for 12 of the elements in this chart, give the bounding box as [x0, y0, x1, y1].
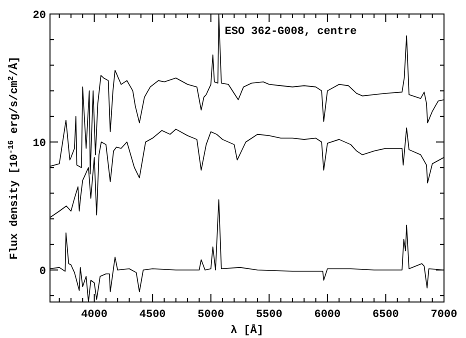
x-tick-label: 7000 — [430, 309, 458, 321]
x-tick-label: 5500 — [256, 309, 282, 321]
text: ESO 362-G008, centre — [224, 26, 358, 38]
x-tick-label: 5000 — [198, 309, 224, 321]
x-axis-title: λ [Å] — [230, 323, 264, 337]
x-tick-label: 6000 — [314, 309, 341, 321]
x-tick-label: 6500 — [372, 309, 399, 321]
y-tick-label: 10 — [32, 138, 46, 150]
y-tick-label: 0 — [39, 266, 46, 278]
x-tick-label: 4000 — [81, 309, 108, 321]
x-tick-label: 4500 — [139, 309, 166, 321]
y-tick-label: 20 — [32, 10, 46, 22]
